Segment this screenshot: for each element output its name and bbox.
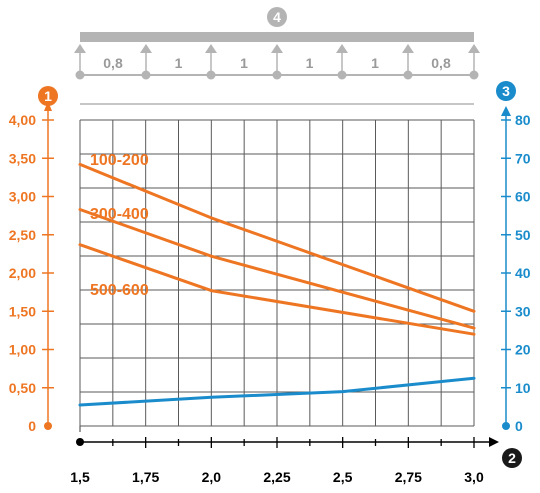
left-tick-label: 1,00 [9, 342, 36, 358]
right-tick-label: 10 [515, 380, 531, 396]
left-tick-label: 2,00 [9, 265, 36, 281]
x-axis-origin-dot [76, 438, 84, 446]
span-label: 1 [240, 55, 248, 71]
series-line-300-400 [78, 208, 476, 330]
span-label: 0,8 [431, 55, 451, 71]
support-triangle [402, 44, 414, 53]
right-tick-label: 30 [515, 303, 531, 319]
left-axis-ticks: 0 0,50 1,00 1,50 2,00 2,50 3,00 3,50 4,00 [9, 112, 54, 434]
support-node [469, 70, 479, 80]
span-label: 1 [371, 55, 379, 71]
support-triangle [74, 44, 86, 53]
span-diagram: 4 0,8 1 1 1 1 0,8 [74, 7, 480, 105]
span-label: 0,8 [103, 55, 123, 71]
left-axis-badge-circle [38, 86, 58, 106]
right-tick-label: 40 [515, 265, 531, 281]
right-axis-badge-label: 3 [502, 83, 510, 99]
span-label: 1 [175, 55, 183, 71]
x-axis-arrowhead [489, 437, 499, 447]
right-axis-ticks: 0 10 20 30 40 50 60 70 80 [501, 112, 531, 434]
left-tick-label: 1,50 [9, 303, 36, 319]
support-node [206, 70, 216, 80]
right-axis-origin-dot [502, 422, 510, 430]
x-axis-badge-label: 2 [508, 450, 516, 466]
span-labels: 0,8 1 1 1 1 0,8 [103, 55, 451, 71]
x-axis-badge: 2 [502, 448, 522, 468]
left-tick-label: 0,50 [9, 380, 36, 396]
series-label-100-200: 100-200 [90, 152, 149, 169]
series-label-500-600: 500-600 [90, 282, 149, 299]
series-line-right-axis-3 [78, 376, 476, 407]
series-lines [78, 162, 476, 407]
x-tick-label: 3,0 [464, 469, 484, 485]
x-tick-label: 1,75 [132, 469, 159, 485]
left-tick-label: 4,00 [9, 112, 36, 128]
left-tick-label: 3,00 [9, 189, 36, 205]
support-triangle [468, 44, 480, 53]
x-tick-label: 2,25 [263, 469, 290, 485]
right-tick-label: 50 [515, 227, 531, 243]
support-triangle [205, 44, 217, 53]
right-axis-badge-circle [496, 81, 516, 101]
x-tick-label: 2,75 [395, 469, 422, 485]
support-node [75, 70, 85, 80]
span-badge-circle [267, 7, 287, 27]
x-tick-label: 2,5 [333, 469, 353, 485]
right-tick-label: 70 [515, 150, 531, 166]
right-tick-label: 60 [515, 189, 531, 205]
left-axis-badge-label: 1 [44, 88, 52, 104]
span-badge: 4 [267, 7, 287, 27]
series-label-300-400: 300-400 [90, 206, 149, 223]
axes: 1 2 3 [38, 81, 522, 468]
left-axis-origin-dot [44, 422, 52, 430]
right-axis-arrowhead [501, 106, 511, 116]
supports [74, 44, 480, 80]
span-label: 1 [306, 55, 314, 71]
left-tick-label: 0 [28, 418, 36, 434]
left-tick-label: 2,50 [9, 227, 36, 243]
x-axis-ticks: 1,5 1,75 2,0 2,25 2,5 2,75 3,0 [70, 437, 484, 485]
support-node [272, 70, 282, 80]
left-tick-label: 3,50 [9, 150, 36, 166]
left-axis-badge: 1 [38, 86, 58, 106]
support-node [403, 70, 413, 80]
beam-bar [80, 32, 474, 42]
right-tick-label: 80 [515, 112, 531, 128]
grid [79, 119, 475, 427]
x-tick-label: 1,5 [70, 469, 90, 485]
right-tick-label: 0 [515, 418, 523, 434]
support-triangle [271, 44, 283, 53]
x-tick-label: 2,0 [202, 469, 222, 485]
right-axis-badge: 3 [496, 81, 516, 101]
series-line-100-200 [78, 162, 476, 313]
series-line-500-600 [78, 243, 476, 336]
support-node [141, 70, 151, 80]
span-badge-label: 4 [273, 9, 281, 25]
x-axis-badge-circle [502, 448, 522, 468]
support-triangle [140, 44, 152, 53]
right-tick-label: 20 [515, 342, 531, 358]
support-node [337, 70, 347, 80]
series-labels: 100-200 300-400 500-600 [90, 152, 149, 299]
support-triangle [336, 44, 348, 53]
